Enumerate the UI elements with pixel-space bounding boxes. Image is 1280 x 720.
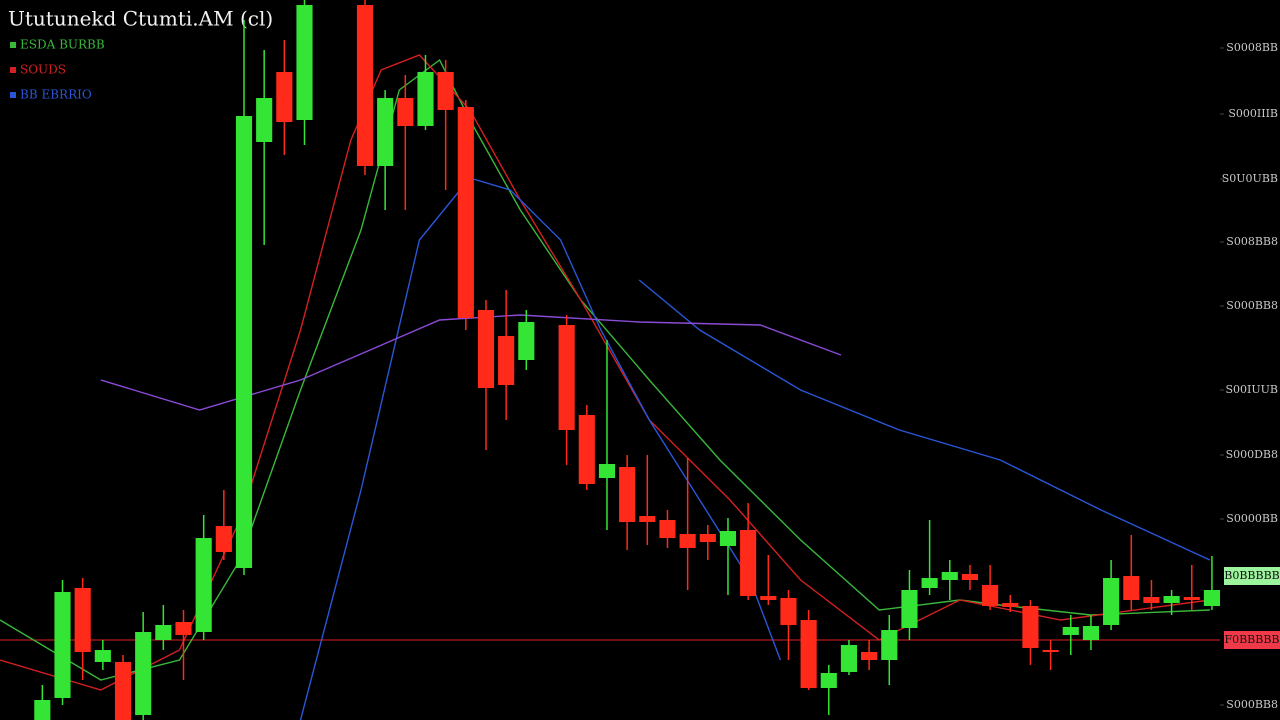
candle-body [740, 530, 757, 596]
candle-body [215, 526, 232, 552]
price-tag [1224, 631, 1280, 649]
candle-body [135, 632, 152, 715]
candle-body [1183, 597, 1200, 600]
candle-body [659, 520, 676, 538]
y-tick-label: S0U0UBB [1222, 172, 1278, 185]
candle-body [1002, 603, 1019, 607]
candle-body [256, 98, 273, 142]
candle-body [1082, 626, 1100, 640]
legend-label: BB EBRRIO [20, 88, 92, 102]
candle-body [619, 467, 636, 522]
legend-swatch [10, 92, 16, 98]
y-tick-label: S0008BB [1226, 41, 1278, 54]
candle-body [881, 630, 898, 660]
y-tick-label: S00IUUB [1225, 383, 1278, 396]
candle-body [558, 325, 575, 430]
y-tick-label: S000BB8 [1226, 698, 1278, 711]
candle-body [780, 598, 797, 625]
candle-body [901, 590, 918, 628]
candle-body [356, 5, 374, 166]
candle-body [235, 116, 253, 568]
candle-body [276, 72, 293, 122]
candle-body [114, 662, 132, 720]
candle-body [961, 574, 979, 580]
y-tick-label: S0000BB [1226, 512, 1278, 525]
candle-body [457, 107, 474, 318]
y-tick-label: S008BB8 [1226, 235, 1278, 248]
candle-body [1042, 650, 1059, 652]
candle-body [921, 578, 938, 588]
candle-body [1163, 596, 1180, 603]
candle-body [1103, 578, 1120, 625]
candle-body [800, 620, 817, 688]
candle-body [840, 645, 858, 672]
candle-body [477, 310, 495, 388]
candle-body [699, 534, 716, 542]
legend-swatch [10, 67, 16, 73]
candle-body [1123, 576, 1140, 600]
candle-body [54, 592, 71, 698]
candle-body [861, 652, 878, 660]
candle-body [719, 531, 737, 546]
indicator-line [299, 177, 1211, 720]
candle-body [1143, 597, 1160, 603]
candle-body [175, 622, 192, 635]
candle-body [1062, 627, 1079, 635]
y-tick-label: S000DB8 [1226, 448, 1278, 461]
candle-body [760, 596, 777, 600]
candle-body [296, 5, 313, 120]
candle-body [941, 572, 958, 580]
y-tick-label: S000IIIB [1228, 107, 1278, 120]
candle-body [1022, 606, 1039, 648]
candle-body [598, 464, 616, 478]
price-tag [1224, 567, 1280, 585]
candle-body [679, 534, 696, 548]
candle-body [1203, 590, 1220, 606]
legend-label: SOUDS [20, 63, 66, 77]
price-tag-label: F0BBBBB [1224, 633, 1279, 646]
candle-body [34, 700, 51, 720]
chart-title: Ututunekd Ctumti.AM (cl) [8, 7, 273, 31]
candle-body [498, 336, 515, 385]
candle-body [94, 650, 111, 662]
candle-body [377, 98, 394, 166]
candle-body [155, 625, 172, 640]
candle-body [397, 98, 414, 126]
legend-label: ESDA BURBB [20, 38, 105, 52]
candle-body [982, 585, 999, 606]
candle-body [578, 415, 595, 484]
legend-swatch [10, 42, 16, 48]
y-tick-label: S000BB8 [1226, 299, 1278, 312]
price-tag-label: B0BBBBB [1224, 569, 1280, 582]
candle-body [74, 588, 91, 652]
candle-body [518, 322, 535, 360]
candle-body [639, 516, 656, 522]
candle-body [820, 673, 837, 688]
candle-body [195, 538, 212, 632]
candle-body [437, 72, 454, 110]
candle-body [417, 72, 434, 126]
